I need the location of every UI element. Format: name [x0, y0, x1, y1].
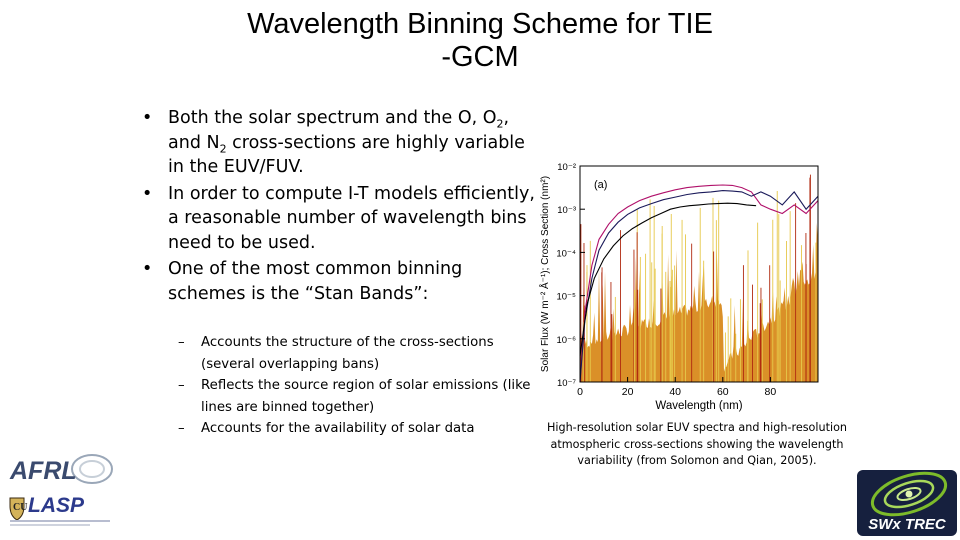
panel-label: (a) — [594, 179, 607, 191]
solar-flux-area — [580, 222, 818, 382]
sub-bullet-text: Accounts the structure of the cross-sect… — [201, 335, 494, 372]
x-tick-label: 0 — [577, 386, 583, 398]
swx-wordmark: SWx TREC — [868, 516, 947, 533]
sub-bullet-item: – Accounts for the availability of solar … — [178, 418, 538, 440]
plot-frame — [579, 165, 819, 383]
sub-bullet-text: Reflects the source region of solar emis… — [201, 378, 531, 415]
x-tick-label: 20 — [622, 386, 634, 398]
y-tick-label: 10⁻⁷ — [557, 378, 577, 389]
x-tick-label: 60 — [717, 386, 729, 398]
bullet-text: , and N — [168, 108, 510, 153]
y-tick-label: 10⁻² — [557, 162, 576, 173]
spectrum-chart: 0 20 40 60 80 10⁻² 10⁻³ 10⁻⁴ 10⁻⁵ 10⁻⁶ 10⁻⁷ (a) Wa… — [538, 162, 819, 412]
sub-bullet-text: Accounts for the availability of solar d… — [201, 421, 475, 436]
afrl-wordmark: AFRL — [9, 457, 77, 485]
x-tick-label: 40 — [669, 386, 681, 398]
series-line-1 — [579, 190, 819, 383]
bullet-item: • One of the most common binning schemes … — [138, 257, 538, 306]
y-tick-label: 10⁻⁴ — [556, 248, 576, 259]
bullet-item: • In order to compute I-T models efficien… — [138, 182, 538, 256]
y-tick-label: 10⁻³ — [557, 205, 576, 216]
title-line-1: Wavelength Binning Scheme for TIE — [247, 8, 713, 40]
bullet-text: cross-sections are highly variable in th… — [168, 132, 525, 178]
title-line-2: -GCM — [441, 41, 519, 73]
bullet-text: Both the solar spectrum and the O, O — [168, 108, 497, 128]
y-tick-label: 10⁻⁵ — [556, 292, 576, 303]
x-axis-label: Wavelength (nm) — [655, 400, 742, 412]
y-axis-label: Solar Flux (W m⁻² Å⁻¹); Cross Section (n… — [538, 176, 551, 372]
page-title: Wavelength Binning Scheme for TIE -GCM — [150, 8, 810, 74]
dash-marker: – — [178, 335, 185, 350]
dash-marker: – — [178, 378, 185, 393]
sub-bullet-item: – Reflects the source region of solar emi… — [178, 375, 538, 418]
bullet-item: • Both the solar spectrum and the O, O2, … — [138, 106, 538, 180]
subscript: 2 — [219, 142, 227, 155]
subscript: 2 — [496, 117, 504, 131]
dash-marker: – — [178, 421, 185, 436]
lasp-tagline-rule — [10, 524, 90, 526]
lasp-logo: CU LASP — [9, 494, 110, 526]
cu-mark: CU — [13, 502, 27, 513]
bullet-marker: • — [142, 183, 153, 204]
bullet-text: One of the most common binning schemes i… — [168, 259, 463, 304]
bullet-marker: • — [142, 259, 153, 279]
sub-bullet-list: – Accounts the structure of the cross-sec… — [178, 332, 538, 440]
afrl-logo: AFRL — [9, 454, 113, 485]
bullet-marker: • — [142, 108, 153, 128]
bullet-text: In order to compute I-T models efficient… — [168, 183, 535, 253]
y-tick-label: 10⁻⁶ — [557, 335, 577, 346]
x-tick-label: 80 — [765, 386, 777, 398]
lasp-tagline-rule — [10, 520, 110, 522]
bullet-list: • Both the solar spectrum and the O, O2, … — [138, 106, 538, 308]
figure-caption: High-resolution solar EUV spectra and hi… — [546, 421, 848, 467]
swx-trec-logo: SWx TREC — [857, 470, 957, 536]
solar-spectrum-fill — [579, 174, 818, 382]
series-line-0 — [579, 184, 819, 383]
series-line-2 — [579, 202, 757, 357]
lasp-wordmark: LASP — [28, 494, 85, 517]
sub-bullet-item: – Accounts the structure of the cross-sec… — [178, 332, 538, 375]
